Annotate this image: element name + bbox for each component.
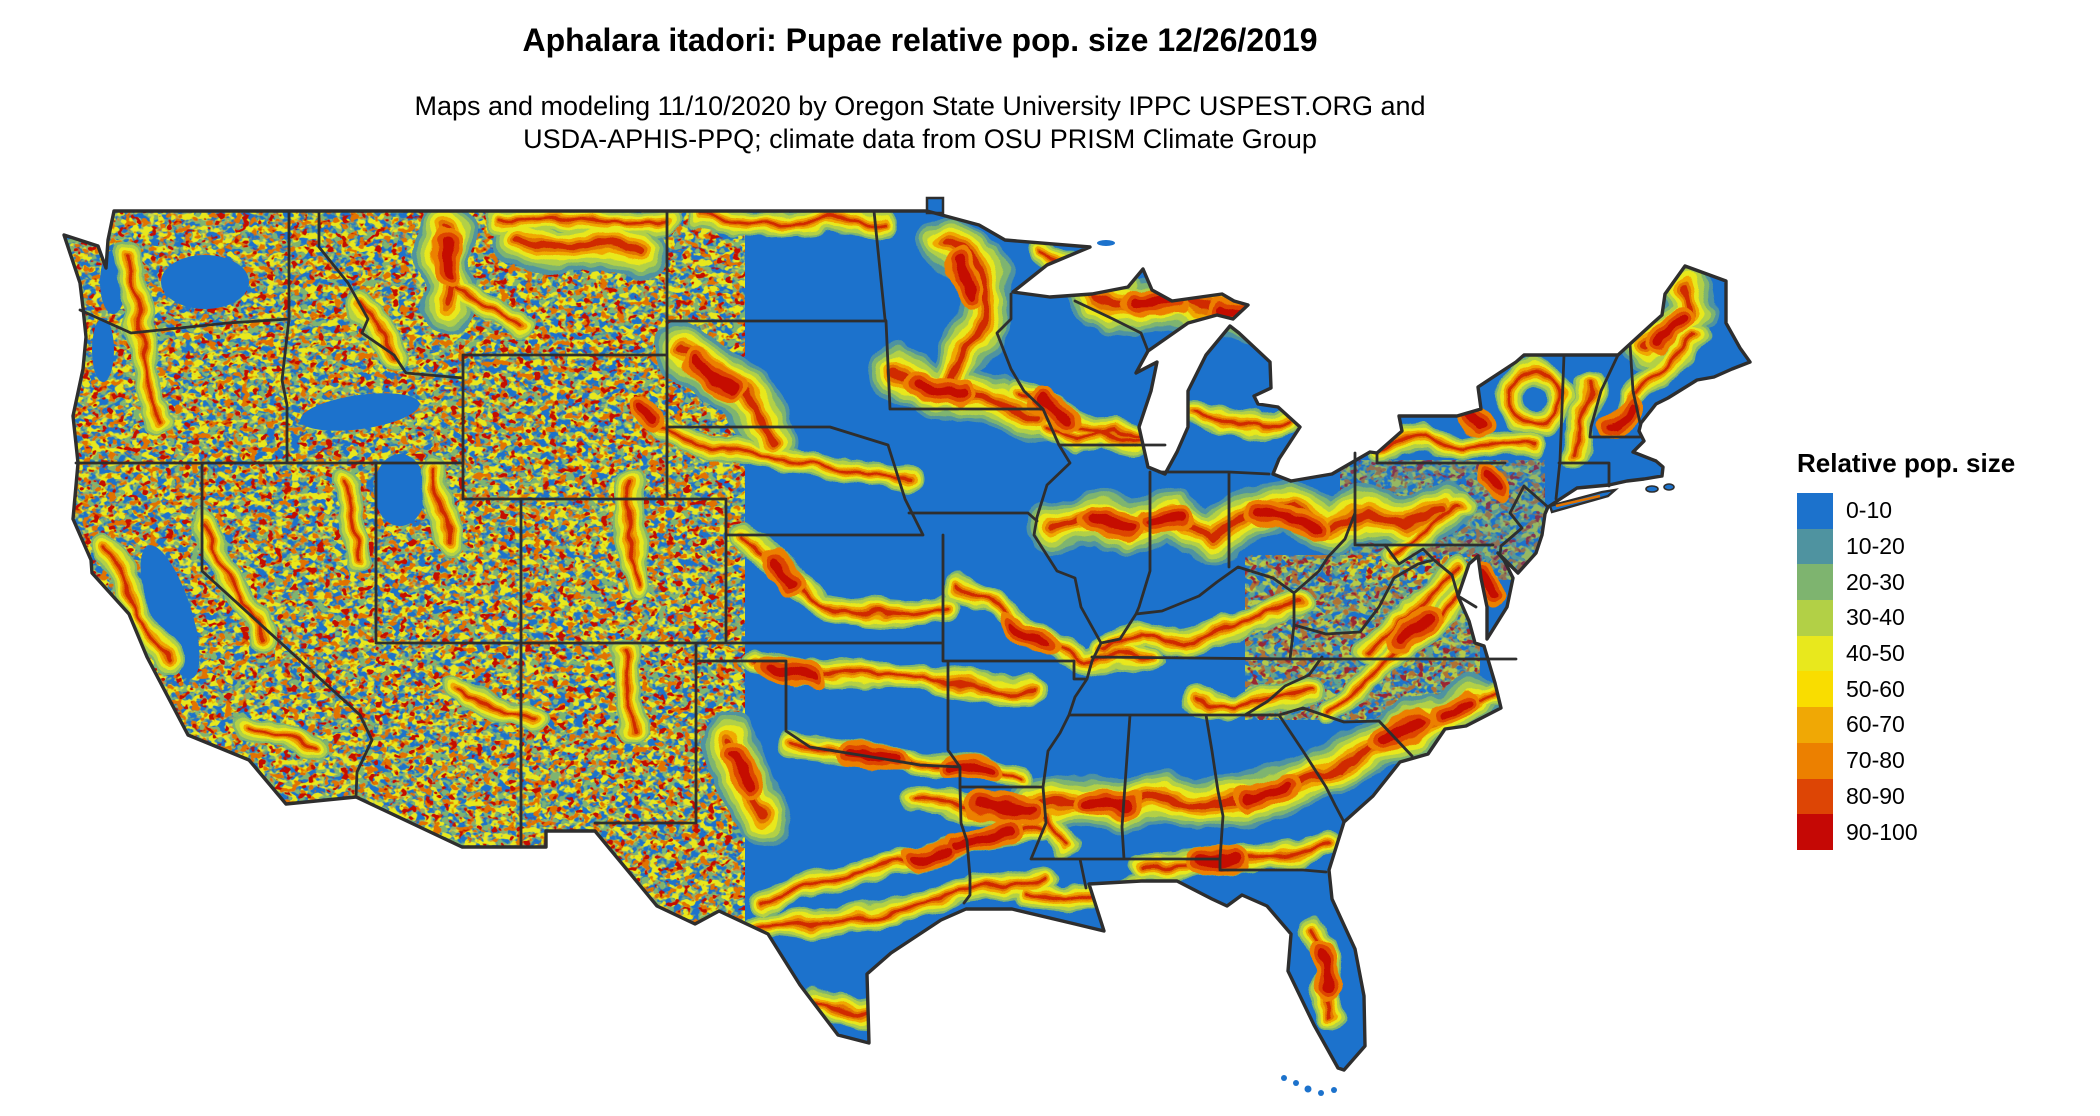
legend-row: 90-100: [1797, 814, 2087, 850]
florida-keys: [1281, 1075, 1337, 1096]
legend: Relative pop. size 0-10 10-20 20-30 30-40 40…: [1797, 448, 2087, 850]
legend-bin-label: 30-40: [1846, 604, 1905, 631]
legend-bin-label: 70-80: [1846, 747, 1905, 774]
legend-bin-label: 50-60: [1846, 675, 1905, 702]
long-island: [1548, 488, 1619, 514]
legend-row: 10-20: [1797, 528, 2087, 565]
legend-row: 40-50: [1797, 635, 2087, 672]
massachusetts-islands: [1645, 483, 1675, 493]
legend-bin-label: 0-10: [1846, 497, 1893, 524]
map-subtitle: Maps and modeling 11/10/2020 by Oregon S…: [0, 90, 1840, 156]
legend-row: 80-90: [1797, 778, 2087, 815]
legend-bin-label: 60-70: [1846, 711, 1905, 738]
legend-bin-label: 80-90: [1846, 782, 1905, 809]
legend-rows: 0-10 10-20 20-30 30-40 40-50 50-60 60-70 70-80 8…: [1797, 493, 2087, 850]
legend-swatch: [1797, 742, 1833, 779]
legend-swatch: [1797, 528, 1833, 565]
legend-bin-label: 20-30: [1846, 568, 1905, 595]
page-header: Aphalara itadori: Pupae relative pop. si…: [0, 22, 1840, 59]
legend-row: 50-60: [1797, 671, 2087, 708]
legend-row: 0-10: [1797, 493, 2087, 529]
legend-bin-label: 90-100: [1846, 818, 1918, 845]
isle-royale: [1097, 240, 1115, 246]
legend-swatch: [1797, 707, 1833, 743]
legend-swatch: [1797, 600, 1833, 636]
legend-row: 70-80: [1797, 742, 2087, 779]
legend-swatch: [1797, 564, 1833, 601]
legend-row: 30-40: [1797, 600, 2087, 636]
map-subtitle-line1: Maps and modeling 11/10/2020 by Oregon S…: [414, 91, 1426, 121]
map-title: Aphalara itadori: Pupae relative pop. si…: [522, 22, 1318, 58]
legend-bin-label: 40-50: [1846, 640, 1905, 667]
state-borders: [74, 209, 1642, 905]
legend-title: Relative pop. size: [1797, 448, 2016, 478]
legend-swatch: [1797, 814, 1833, 850]
legend-swatch: [1797, 778, 1833, 815]
map-subtitle-line2: USDA-APHIS-PPQ; climate data from OSU PR…: [523, 124, 1317, 154]
basin-knockouts: [92, 250, 426, 679]
legend-bin-label: 10-20: [1846, 533, 1905, 560]
legend-row: 20-30: [1797, 564, 2087, 601]
legend-swatch: [1797, 671, 1833, 708]
legend-row: 60-70: [1797, 707, 2087, 743]
legend-swatch: [1797, 493, 1833, 529]
legend-swatch: [1797, 635, 1833, 672]
